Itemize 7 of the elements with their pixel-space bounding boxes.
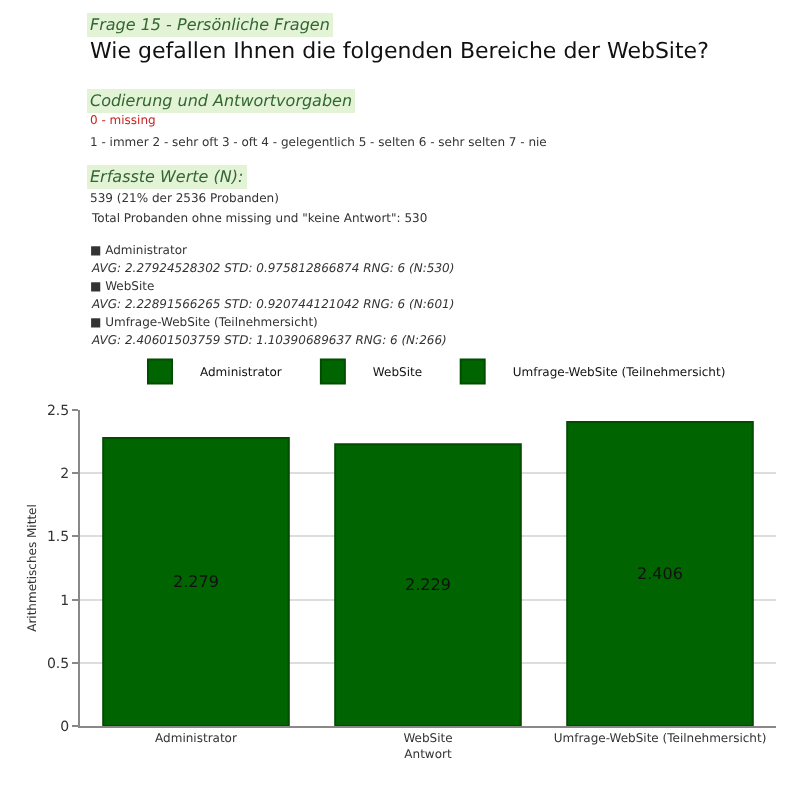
data-label: 2.406 bbox=[637, 564, 683, 583]
text: Erfasste Werte (N): bbox=[90, 168, 244, 186]
data-label: 2.229 bbox=[405, 576, 451, 595]
data-label: 2.279 bbox=[173, 572, 219, 591]
text: Codierung und Antwortvorgaben bbox=[90, 92, 353, 110]
chart-title: Wie gefallen Ihnen die folgenden Bereiche der WebSite? bbox=[90, 38, 710, 64]
chart-subtitle: Frage 15 - Persönliche Fragen bbox=[90, 16, 330, 34]
